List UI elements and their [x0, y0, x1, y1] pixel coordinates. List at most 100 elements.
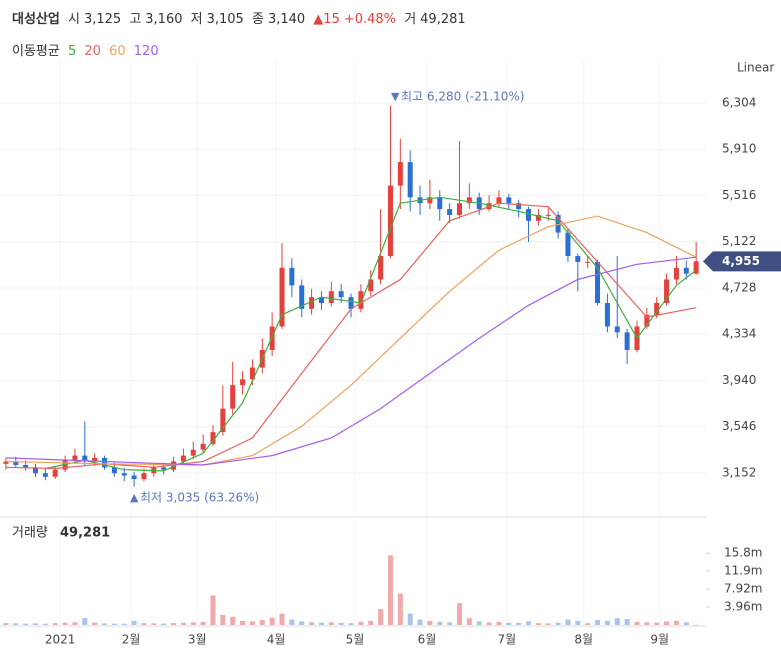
volume-bar — [397, 593, 403, 625]
volume-bar — [309, 622, 315, 625]
volume-bar — [141, 623, 147, 625]
up-arrow: ▲ — [313, 12, 324, 27]
field-value: 3,160 — [145, 12, 183, 27]
field-value: 3,105 — [206, 12, 244, 27]
volume-bar — [535, 623, 541, 625]
volume-bar — [447, 622, 453, 625]
candle-body — [289, 267, 295, 286]
candle-body — [693, 261, 699, 274]
candle-body — [240, 379, 246, 386]
candle-body — [190, 449, 196, 456]
candle-body — [624, 332, 630, 350]
volume-bar — [456, 603, 462, 625]
candle-body — [447, 209, 453, 215]
stock-name: 대성산업 — [12, 12, 60, 27]
volume-bar — [131, 620, 137, 625]
volume-bar — [634, 621, 640, 625]
volume-bar — [466, 618, 472, 625]
field-label: 고 — [129, 12, 142, 27]
volume-bar — [72, 622, 78, 625]
y-tick-label: 3,546 — [722, 419, 756, 433]
volume-bar — [437, 621, 443, 625]
volume-bar — [111, 623, 117, 625]
volume-bar — [161, 623, 167, 625]
change-pct: +0.48% — [343, 12, 397, 27]
volume-bar — [673, 620, 679, 625]
volume-bar — [476, 621, 482, 625]
price-tag — [703, 251, 781, 272]
y-tick-label: 15.8m — [724, 546, 762, 560]
x-tick-label: 7월 — [497, 633, 516, 647]
y-tick-label: 3,940 — [722, 373, 756, 387]
candle-body — [23, 464, 29, 468]
y-tick-label: 5,910 — [722, 142, 756, 156]
field-value: 49,281 — [420, 12, 466, 27]
moving-average — [5, 202, 697, 470]
candle-body — [131, 475, 137, 480]
volume-bar — [328, 622, 334, 625]
candle-body — [249, 367, 255, 380]
moving-average — [45, 196, 697, 472]
candle-body — [565, 232, 571, 257]
candle-body — [437, 197, 443, 210]
ma-legend: 이동평균 5 20 60 120 — [12, 40, 163, 59]
volume-bar — [42, 623, 48, 625]
plot-layer: 3,152 3,546 3,940 4,334 4,728 5,122 5,516 5,910… — [0, 60, 781, 647]
volume-bar — [190, 622, 196, 625]
candle-body — [466, 197, 472, 204]
candle-body — [72, 455, 78, 461]
volume-bar — [23, 623, 29, 625]
candle-body — [348, 297, 354, 309]
volume-bar — [102, 623, 108, 625]
volume-bar — [151, 623, 157, 625]
candle-body — [299, 285, 305, 309]
candle-body — [52, 469, 58, 477]
candle-body — [338, 291, 344, 298]
field-value: 3,125 — [83, 12, 122, 27]
volume-bar — [368, 620, 374, 625]
x-tick-label: 2월 — [122, 633, 141, 647]
legend-entry: 20 — [84, 44, 101, 59]
volume-bar — [526, 621, 532, 625]
low-marker: ▲ — [130, 491, 139, 504]
candle-body — [92, 457, 98, 462]
candle-body — [141, 473, 147, 480]
volume-title: 거래량 — [12, 526, 48, 541]
candle-body — [279, 267, 285, 327]
volume-bar — [92, 622, 98, 625]
volume-bar — [289, 619, 295, 625]
volume-bar — [545, 623, 551, 625]
volume-bar — [604, 620, 610, 625]
volume-bar — [496, 621, 502, 625]
volume-bar — [230, 616, 236, 625]
candle-body — [516, 203, 522, 210]
candle-body — [604, 302, 610, 327]
volume-bar — [210, 595, 216, 625]
price-tag-label: 4,955 — [722, 254, 760, 268]
candle-body — [535, 214, 541, 221]
volume-bar — [595, 620, 601, 625]
candle-body — [456, 203, 462, 215]
volume-bar — [654, 622, 660, 625]
volume-bar — [220, 615, 226, 625]
volume-bar — [516, 622, 522, 625]
candle-body — [683, 267, 689, 274]
candle-body — [585, 261, 591, 263]
volume-bar — [279, 613, 285, 625]
volume-value: 49,281 — [60, 526, 110, 541]
candle-body — [121, 473, 127, 476]
candle-body — [318, 297, 324, 303]
legend-entry: 120 — [133, 44, 159, 59]
volume-bar — [693, 624, 699, 626]
volume-bar — [299, 621, 305, 625]
volume-bar — [62, 622, 68, 625]
candle-body — [378, 256, 384, 280]
x-tick-label: 4월 — [267, 633, 286, 647]
x-tick-label: 5월 — [346, 633, 365, 647]
field-value: 3,140 — [267, 12, 306, 27]
candle-body — [595, 261, 601, 303]
field-label: 시 — [67, 12, 80, 27]
volume-bar — [624, 619, 630, 625]
x-tick-label: 9월 — [650, 633, 669, 647]
